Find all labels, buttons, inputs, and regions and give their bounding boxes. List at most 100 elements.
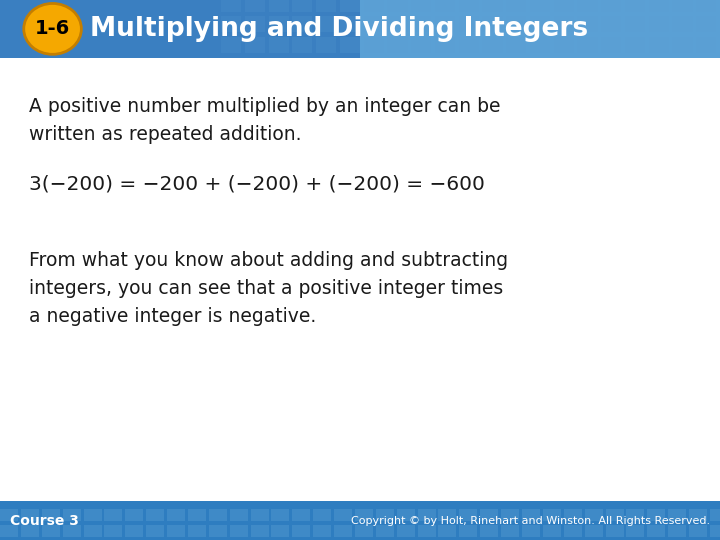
Bar xyxy=(668,525,686,537)
Bar xyxy=(530,16,550,32)
Bar xyxy=(530,0,550,11)
Bar xyxy=(459,16,479,32)
Bar xyxy=(146,509,164,521)
Bar xyxy=(672,37,693,53)
Text: From what you know about adding and subtracting: From what you know about adding and subt… xyxy=(29,251,508,269)
Bar xyxy=(438,525,456,537)
Bar xyxy=(554,0,574,11)
Bar xyxy=(355,525,373,537)
Bar xyxy=(482,37,503,53)
Bar xyxy=(42,509,60,521)
Bar xyxy=(480,509,498,521)
Text: A positive number multiplied by an integer can be: A positive number multiplied by an integ… xyxy=(29,97,500,116)
Bar xyxy=(459,37,479,53)
Bar xyxy=(649,16,669,32)
Bar xyxy=(397,509,415,521)
Bar xyxy=(601,0,621,11)
Bar xyxy=(292,0,312,11)
Bar xyxy=(435,37,455,53)
Bar xyxy=(245,0,265,11)
Bar xyxy=(435,0,455,11)
Bar xyxy=(601,37,621,53)
Bar xyxy=(269,0,289,11)
Bar xyxy=(340,0,360,11)
Bar xyxy=(125,509,143,521)
Bar xyxy=(316,37,336,53)
Bar xyxy=(530,37,550,53)
Bar xyxy=(672,16,693,32)
Bar xyxy=(334,509,352,521)
Bar xyxy=(221,37,241,53)
Bar xyxy=(710,509,720,521)
Bar xyxy=(577,37,598,53)
Bar xyxy=(230,525,248,537)
Text: written as repeated addition.: written as repeated addition. xyxy=(29,125,301,144)
Text: a negative integer is negative.: a negative integer is negative. xyxy=(29,307,316,326)
Bar xyxy=(564,509,582,521)
Bar xyxy=(689,525,707,537)
Bar xyxy=(625,0,645,11)
Bar xyxy=(125,525,143,537)
Bar xyxy=(506,16,526,32)
Bar xyxy=(340,16,360,32)
Bar xyxy=(501,525,519,537)
Bar xyxy=(480,525,498,537)
Bar xyxy=(397,525,415,537)
Bar xyxy=(167,525,185,537)
Text: Multiplying and Dividing Integers: Multiplying and Dividing Integers xyxy=(90,16,588,42)
Bar xyxy=(292,16,312,32)
Bar xyxy=(696,16,716,32)
Bar xyxy=(316,0,336,11)
Bar xyxy=(710,525,720,537)
Bar xyxy=(672,0,693,11)
Bar xyxy=(668,509,686,521)
Bar xyxy=(387,16,408,32)
Bar xyxy=(245,37,265,53)
Bar xyxy=(269,37,289,53)
Bar xyxy=(21,525,39,537)
Bar xyxy=(482,16,503,32)
Bar xyxy=(292,37,312,53)
Bar xyxy=(221,16,241,32)
Bar xyxy=(0,0,360,58)
Bar xyxy=(104,525,122,537)
Bar xyxy=(334,525,352,537)
Bar xyxy=(292,509,310,521)
Bar xyxy=(316,16,336,32)
Bar xyxy=(438,509,456,521)
Bar xyxy=(63,509,81,521)
Bar xyxy=(601,16,621,32)
Bar xyxy=(42,525,60,537)
Bar xyxy=(364,37,384,53)
Text: Course 3: Course 3 xyxy=(10,514,79,528)
Bar xyxy=(355,509,373,521)
Bar xyxy=(271,509,289,521)
Bar xyxy=(21,509,39,521)
Bar xyxy=(625,16,645,32)
Bar xyxy=(188,509,206,521)
Bar xyxy=(501,509,519,521)
Bar xyxy=(376,509,394,521)
Bar xyxy=(313,525,331,537)
Bar xyxy=(554,16,574,32)
Bar xyxy=(376,525,394,537)
Bar xyxy=(146,525,164,537)
Bar xyxy=(271,525,289,537)
Bar xyxy=(364,16,384,32)
Bar xyxy=(647,509,665,521)
Bar xyxy=(251,509,269,521)
Bar xyxy=(167,509,185,521)
Text: 3(−200) = −200 + (−200) + (−200) = −600: 3(−200) = −200 + (−200) + (−200) = −600 xyxy=(29,175,485,194)
Bar xyxy=(387,0,408,11)
Bar xyxy=(387,37,408,53)
Bar xyxy=(292,525,310,537)
Bar xyxy=(360,0,720,58)
Bar xyxy=(647,525,665,537)
Bar xyxy=(313,509,331,521)
Bar xyxy=(649,37,669,53)
Bar xyxy=(482,0,503,11)
Bar xyxy=(63,525,81,537)
Bar xyxy=(411,0,431,11)
Bar xyxy=(418,525,436,537)
Bar xyxy=(209,509,227,521)
